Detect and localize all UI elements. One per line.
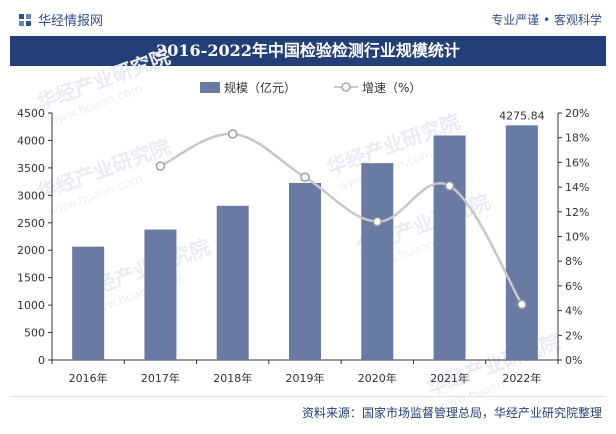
growth-point xyxy=(300,172,310,182)
bar-2016年 xyxy=(72,246,105,360)
y-left-tick-label: 2000 xyxy=(17,244,45,257)
legend-line-label: 增速（%） xyxy=(362,81,421,95)
bar-2021年 xyxy=(433,135,466,360)
chart-title: 2016-2022年中国检验检测行业规模统计 xyxy=(10,36,606,66)
y-right-tick-label: 14% xyxy=(565,181,589,194)
y-left-tick-label: 0 xyxy=(38,354,45,367)
y-left-tick-label: 4500 xyxy=(17,107,45,120)
y-right-tick-label: 16% xyxy=(565,156,589,169)
slogan: 专业严谨 • 客观科学 xyxy=(491,13,602,27)
y-left-tick-label: 3500 xyxy=(17,162,45,175)
data-labels: 4275.84 xyxy=(499,109,545,122)
footer-rule xyxy=(10,396,606,397)
legend: 规模（亿元） 增速（%） xyxy=(200,80,421,95)
bar-data-label: 4275.84 xyxy=(499,109,545,122)
growth-point xyxy=(517,299,527,310)
x-tick-label: 2022年 xyxy=(502,371,541,385)
x-tick-label: 2021年 xyxy=(430,371,469,385)
y-right-tick-label: 18% xyxy=(565,132,589,145)
y-right-tick-label: 12% xyxy=(565,206,589,219)
legend-bar-swatch xyxy=(200,82,220,93)
y-left-tick-label: 500 xyxy=(24,327,45,340)
growth-point xyxy=(227,129,238,139)
brand-logo-icon xyxy=(19,13,31,26)
x-tick-label: 2018年 xyxy=(213,371,252,385)
bar-series xyxy=(72,125,538,360)
bar-2018年 xyxy=(216,205,249,360)
growth-point xyxy=(444,181,455,191)
bar-2017年 xyxy=(144,229,177,360)
y-left-tick-label: 2500 xyxy=(17,217,45,230)
source-note: 资料来源：国家市场监督管理总局，华经产业研究院整理 xyxy=(301,406,602,420)
bar-2019年 xyxy=(289,182,321,360)
y-right-tick-label: 20% xyxy=(565,107,589,120)
line-series xyxy=(155,129,527,310)
legend-bar-label: 规模（亿元） xyxy=(224,80,296,95)
legend-line-marker xyxy=(341,82,351,92)
bar-2020年 xyxy=(361,163,394,360)
y-right-tick-label: 0% xyxy=(565,354,582,367)
x-tick-label: 2016年 xyxy=(69,371,108,385)
brand[interactable]: 华经情报网 xyxy=(18,10,103,29)
brand-name: 华经情报网 xyxy=(38,14,104,29)
axes: 0 500 1000 1500 2000 2500 3000 3500 4000 4500 0% 2%… xyxy=(17,107,589,385)
y-right-tick-label: 2% xyxy=(565,329,582,342)
y-right-tick-label: 4% xyxy=(565,305,582,318)
y-right-tick-label: 10% xyxy=(565,231,589,244)
y-right-tick-label: 8% xyxy=(565,255,582,268)
x-tick-label: 2017年 xyxy=(141,371,180,385)
y-right-tick-label: 6% xyxy=(565,280,582,293)
bar-2022年 xyxy=(505,125,538,360)
y-left-tick-label: 1500 xyxy=(17,272,45,285)
x-tick-label: 2019年 xyxy=(286,371,325,385)
top-bar: 华经情报网 专业严谨 • 客观科学 xyxy=(0,0,616,36)
x-tick-label: 2020年 xyxy=(358,371,397,385)
y-left-tick-label: 4000 xyxy=(17,134,45,147)
y-left-tick-label: 3000 xyxy=(17,189,45,202)
growth-point xyxy=(155,161,166,171)
growth-point xyxy=(372,216,383,227)
y-left-tick-label: 1000 xyxy=(17,299,45,312)
